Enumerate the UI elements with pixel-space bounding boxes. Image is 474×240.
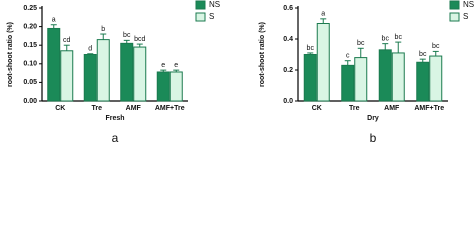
significance-letter: bcd bbox=[134, 36, 145, 43]
significance-letter: a bbox=[321, 11, 325, 18]
x-tick-label: AMF+Tre bbox=[414, 105, 444, 112]
figure: 0.00 0.05 0.10 0.15 0.20 0.25 root-shoot ratio… bbox=[7, 0, 474, 145]
legend-label: NS bbox=[209, 0, 220, 9]
bar bbox=[156, 71, 170, 102]
legend-label: S bbox=[463, 12, 468, 21]
y-axis-label: root-shoot ratio (%) bbox=[7, 22, 14, 87]
legend-label: NS bbox=[463, 0, 474, 9]
bar bbox=[416, 61, 430, 102]
significance-letter: e bbox=[174, 62, 178, 69]
y-tick-label: 0.2 bbox=[283, 67, 293, 74]
bar bbox=[169, 71, 183, 102]
legend-swatch bbox=[449, 12, 460, 22]
y-tick-label: 0.00 bbox=[23, 98, 37, 105]
bar bbox=[303, 54, 317, 102]
bar bbox=[133, 46, 147, 102]
panel-label: a bbox=[112, 131, 119, 145]
bar bbox=[391, 52, 405, 102]
y-tick-label: 0.20 bbox=[23, 23, 37, 30]
legend-swatch bbox=[449, 0, 460, 10]
x-tick-label: Tre bbox=[91, 105, 102, 112]
x-tick-label: CK bbox=[55, 105, 65, 112]
bar bbox=[96, 39, 110, 102]
bar bbox=[429, 55, 443, 102]
x-axis-label: Dry bbox=[367, 115, 379, 122]
significance-letter: bc bbox=[307, 45, 315, 52]
y-axis-label: root-shoot ratio (%) bbox=[259, 22, 266, 87]
x-tick-label: AMF+Tre bbox=[155, 105, 185, 112]
bar bbox=[60, 50, 74, 102]
y-tick-label: 0.15 bbox=[23, 42, 37, 49]
significance-letter: b bbox=[101, 26, 105, 33]
significance-letter: bc bbox=[395, 34, 403, 41]
bar bbox=[83, 54, 97, 102]
x-axis-label: Fresh bbox=[105, 115, 124, 122]
x-tick-label: AMF bbox=[384, 105, 400, 112]
bar bbox=[341, 64, 355, 102]
bar bbox=[354, 57, 368, 102]
significance-letter: c bbox=[346, 53, 350, 60]
y-tick-label: 0.10 bbox=[23, 61, 37, 68]
y-tick-label: 0.4 bbox=[283, 36, 293, 43]
y-tick-label: 0.0 bbox=[283, 98, 293, 105]
x-tick-label: CK bbox=[312, 105, 322, 112]
x-tick-label: AMF bbox=[126, 105, 142, 112]
bar bbox=[316, 23, 330, 102]
y-tick-label: 0.6 bbox=[283, 5, 293, 12]
legend-swatch bbox=[195, 0, 206, 10]
significance-letter: bc bbox=[357, 40, 365, 47]
significance-letter: bc bbox=[432, 43, 440, 50]
significance-letter: cd bbox=[63, 37, 71, 44]
significance-letter: d bbox=[88, 46, 92, 53]
significance-letter: a bbox=[52, 17, 56, 24]
significance-letter: bc bbox=[382, 35, 390, 42]
significance-letter: bc bbox=[123, 32, 131, 39]
y-tick-label: 0.05 bbox=[23, 79, 37, 86]
bar bbox=[378, 49, 392, 102]
legend-swatch bbox=[195, 12, 206, 22]
x-tick-label: Tre bbox=[349, 105, 360, 112]
bar bbox=[47, 27, 61, 102]
significance-letter: bc bbox=[419, 51, 427, 58]
legend-label: S bbox=[209, 12, 214, 21]
panel-label: b bbox=[370, 131, 377, 145]
bar bbox=[120, 42, 134, 102]
y-tick-label: 0.25 bbox=[23, 5, 37, 12]
significance-letter: e bbox=[161, 62, 165, 69]
